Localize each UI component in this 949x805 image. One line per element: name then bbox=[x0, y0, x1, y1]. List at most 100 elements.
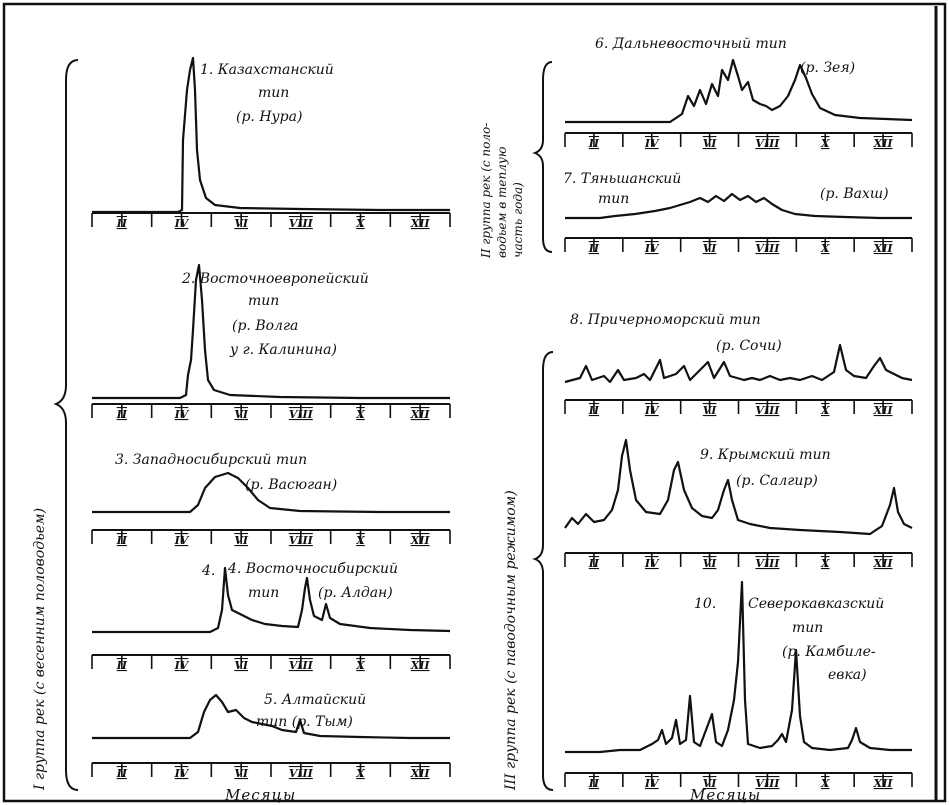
month-label-8-0: II bbox=[588, 404, 600, 417]
month-label-10-5: XII bbox=[873, 777, 894, 790]
month-label-8-2: VI bbox=[703, 404, 718, 417]
panel-9-line-2: (р. Салгир) bbox=[736, 473, 818, 489]
ticks-panel-7: II IV VI VIII X XII bbox=[564, 238, 913, 255]
hydrograph-panel-6 bbox=[565, 58, 913, 124]
month-label-7-2: VI bbox=[703, 242, 718, 255]
month-label-2-5: XII bbox=[410, 408, 431, 421]
month-label-10-0: II bbox=[588, 777, 600, 790]
ticks-panel-1: II IV VI VIII X XII bbox=[91, 213, 451, 230]
month-label-6-4: X bbox=[820, 137, 830, 150]
panel-10-line-2: Северокавказский bbox=[748, 596, 884, 612]
month-label-5-5: XII bbox=[410, 767, 431, 780]
hydrograph-panel-2 bbox=[92, 263, 450, 400]
group2-label-line2: водьем в теплую bbox=[495, 146, 509, 258]
hydrograph-panel-8 bbox=[564, 343, 913, 384]
hydrograph-panel-4 bbox=[92, 566, 451, 634]
group1-label: I группа рек (с весенним половодьем) bbox=[32, 508, 48, 791]
month-label-4-0: II bbox=[116, 659, 128, 672]
month-label-10-3: VIII bbox=[755, 777, 780, 790]
month-label-10-1: IV bbox=[644, 777, 660, 790]
panel-2-line-4: у г. Калинина) bbox=[229, 342, 337, 358]
group2-label-line1: II группа рек (с поло- bbox=[479, 123, 493, 259]
hydrograph-panel-1 bbox=[92, 56, 450, 214]
month-label-2-3: VIII bbox=[289, 408, 314, 421]
panel-7-line-3: (р. Вахш) bbox=[820, 186, 889, 202]
month-label-3-4: X bbox=[355, 534, 365, 547]
panel-1-line-3: (р. Нура) bbox=[236, 109, 302, 125]
ticks-panel-10: II IV VI VIII X XII bbox=[564, 773, 913, 790]
panel-4-line-3: (р. Алдан) bbox=[318, 585, 393, 601]
hydrograph-panel-9 bbox=[564, 438, 913, 536]
month-label-3-5: XII bbox=[410, 534, 431, 547]
month-label-2-1: IV bbox=[174, 408, 190, 421]
group2-brace bbox=[532, 61, 553, 253]
month-label-4-3: VIII bbox=[289, 659, 314, 672]
month-label-4-4: X bbox=[355, 659, 365, 672]
panel-4-label-marker: 4. bbox=[201, 563, 215, 579]
panel-6-line-1: 6. Дальневосточный тип bbox=[595, 36, 787, 52]
month-label-9-0: II bbox=[588, 557, 600, 570]
panel-2: II IV VI VIII X XII 2. Восточноевропейский ти… bbox=[91, 263, 451, 421]
ticks-panel-4: II IV VI VIII X XII bbox=[91, 655, 451, 672]
panel-4-line-1: 4. Восточносибирский bbox=[227, 561, 398, 577]
panel-10-line-4: (р. Камбиле- bbox=[782, 644, 876, 660]
panel-5-line-1: 5. Алтайский bbox=[264, 692, 366, 708]
month-label-5-1: IV bbox=[174, 767, 190, 780]
group2-label: II группа рек (с поло- водьем в теплую ч… bbox=[479, 123, 525, 259]
month-label-8-5: XII bbox=[873, 404, 894, 417]
month-label-9-2: VI bbox=[703, 557, 718, 570]
month-label-9-4: X bbox=[820, 557, 830, 570]
month-label-10-4: X bbox=[820, 777, 830, 790]
ticks-panel-9: II IV VI VIII X XII bbox=[564, 553, 913, 570]
month-label-1-4: X bbox=[355, 217, 365, 230]
panel-3-line-1: 3. Западносибирский тип bbox=[115, 452, 307, 468]
month-label-5-2: VI bbox=[234, 767, 249, 780]
month-label-4-1: IV bbox=[174, 659, 190, 672]
panel-9-line-1: 9. Крымский тип bbox=[700, 447, 831, 463]
month-label-1-0: II bbox=[116, 217, 128, 230]
panel-7-line-1: 7. Тяньшанский bbox=[563, 171, 681, 187]
month-label-5-3: VIII bbox=[289, 767, 314, 780]
group2-label-line3: часть года) bbox=[511, 182, 525, 258]
month-label-7-5: XII bbox=[873, 242, 894, 255]
panel-3: II IV VI VIII X XII 3. Западносибирский тип (… bbox=[91, 452, 451, 547]
panel-8: II IV VI VIII X XII 8. Причерноморский тип (р… bbox=[564, 312, 913, 417]
panel-10-line-5: евка) bbox=[828, 667, 867, 683]
month-label-1-1: IV bbox=[174, 217, 190, 230]
hydrograph-panel-5 bbox=[92, 693, 450, 740]
group3-brace bbox=[532, 351, 554, 791]
month-label-3-1: IV bbox=[174, 534, 190, 547]
panel-6-line-2: (р. Зея) bbox=[800, 60, 855, 76]
month-label-5-4: X bbox=[355, 767, 365, 780]
month-label-8-4: X bbox=[820, 404, 830, 417]
month-label-8-3: VIII bbox=[755, 404, 780, 417]
group1-brace bbox=[53, 59, 79, 791]
month-label-4-5: XII bbox=[410, 659, 431, 672]
month-label-3-2: VI bbox=[234, 534, 249, 547]
panel-4: II IV VI VIII X XII 4. Восточносибирский тип … bbox=[91, 561, 451, 672]
panel-2-line-1: 2. Восточноевропейский bbox=[181, 271, 369, 287]
panel-1: II IV VI VIII X XII 1. Казахстанский тип (р. … bbox=[91, 56, 451, 230]
panel-5-line-2: тип (р. Тым) bbox=[256, 714, 353, 730]
month-label-1-5: XII bbox=[410, 217, 431, 230]
panel-3-line-2: (р. Васюган) bbox=[245, 477, 337, 493]
panel-10: II IV VI VIII X XII 10. Северокавказский тип … bbox=[564, 580, 913, 790]
month-label-9-5: XII bbox=[873, 557, 894, 570]
month-label-1-3: VIII bbox=[289, 217, 314, 230]
panel-5: II IV VI VIII X XII 5. Алтайский тип (р. Тым) bbox=[91, 692, 451, 780]
month-label-7-3: VIII bbox=[755, 242, 780, 255]
panel-1-line-2: тип bbox=[258, 85, 289, 101]
ticks-panel-3: II IV VI VIII X XII bbox=[91, 530, 451, 547]
x-axis-label-left: Месяцы bbox=[224, 786, 296, 804]
hydrograph-panel-10 bbox=[565, 580, 912, 754]
month-label-6-1: IV bbox=[644, 137, 660, 150]
panel-4-line-2: тип bbox=[248, 585, 279, 601]
month-label-2-2: VI bbox=[234, 408, 249, 421]
hydrograph-panel-3 bbox=[92, 471, 450, 514]
month-label-7-1: IV bbox=[644, 242, 660, 255]
panel-6: II IV VI VIII X XII 6. Дальневосточный тип (р… bbox=[564, 36, 913, 150]
month-label-7-4: X bbox=[820, 242, 830, 255]
